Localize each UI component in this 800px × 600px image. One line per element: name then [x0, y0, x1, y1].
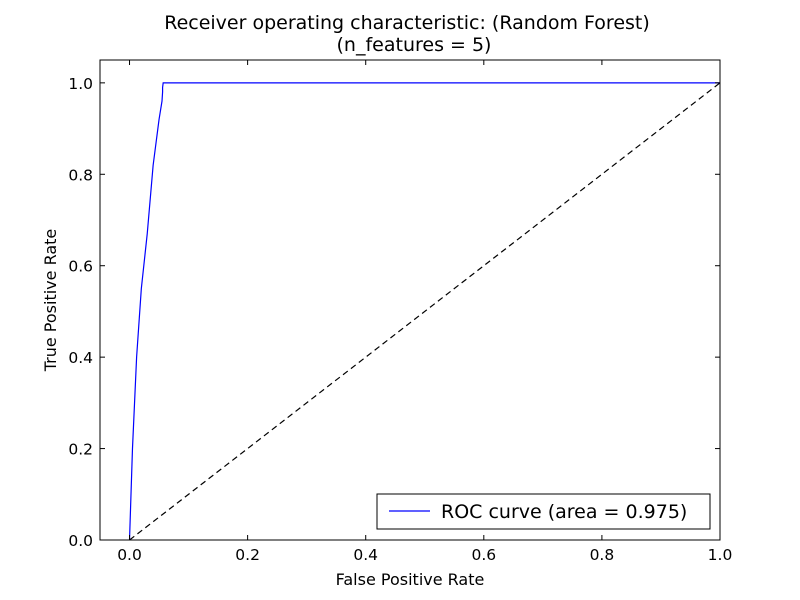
y-axis-label: True Positive Rate	[41, 229, 60, 373]
x-tick-label: 0.6	[471, 546, 496, 564]
axis-ticks: 0.0 0.2 0.4 0.6 0.8 1.0 0.0 0.2 0.4 0.6 0.8 1.0	[68, 60, 732, 564]
legend-box	[376, 493, 711, 530]
x-tick-label: 0.0	[117, 546, 142, 564]
x-tick-label: 0.2	[235, 546, 260, 564]
legend-label-roc-curve: ROC curve (area = 0.975)	[441, 501, 687, 523]
plot-area	[128, 82, 721, 541]
x-axis-label: False Positive Rate	[336, 570, 485, 589]
x-tick-label: 1.0	[708, 546, 733, 564]
y-tick-label: 0.0	[68, 532, 93, 550]
plot-frame	[99, 59, 721, 541]
legend: ROC curve (area = 0.975)	[376, 493, 711, 530]
y-tick-label: 0.8	[68, 166, 93, 184]
chart-subtitle: (n_features = 5)	[337, 34, 492, 56]
chart-title: Receiver operating characteristic: (Rand…	[164, 12, 650, 34]
chance-diagonal-line	[129, 82, 721, 541]
x-tick-label: 0.8	[590, 546, 615, 564]
roc-curve-line	[128, 82, 720, 541]
y-tick-label: 0.6	[68, 258, 93, 276]
x-tick-label: 0.4	[353, 546, 378, 564]
y-tick-label: 0.2	[68, 441, 93, 459]
y-tick-label: 1.0	[68, 75, 93, 93]
y-tick-label: 0.4	[68, 349, 93, 367]
